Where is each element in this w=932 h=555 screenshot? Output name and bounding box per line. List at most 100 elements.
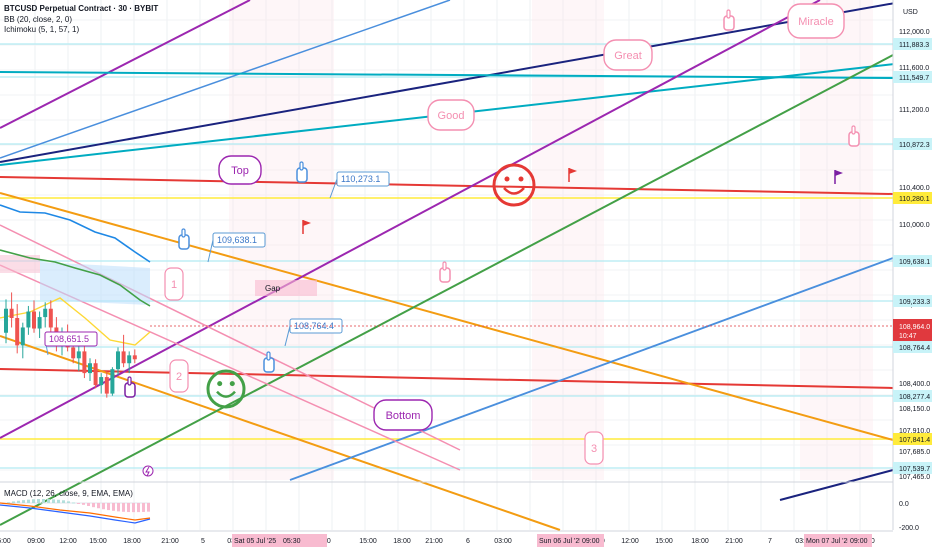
price-level-tag-bg[interactable] [893,341,932,353]
green-trendline[interactable] [0,54,894,526]
candle-body[interactable] [82,351,87,374]
price-level-tag-bg[interactable] [893,38,932,50]
smiley-red-icon[interactable] [492,163,536,207]
candle-body[interactable] [88,363,92,374]
bubble-miracle[interactable] [787,3,845,39]
price-level-tag-111,549.7: 111,549.7 [899,75,929,82]
navy-trendline-lower[interactable] [779,469,894,501]
candle-body[interactable] [121,351,126,364]
smiley-green-icon[interactable] [206,369,246,409]
candle-body[interactable] [37,317,42,329]
callout-pointer [207,239,214,263]
bubble-great[interactable] [603,39,653,71]
candle-body[interactable] [93,363,98,386]
price-tick-107,465.0: 107,465.0 [899,474,930,481]
wave-tag-2[interactable] [169,359,189,393]
session-label-bg[interactable] [848,534,872,547]
price-level-tag-bg[interactable] [893,255,932,267]
candle-body[interactable] [110,369,115,394]
price-level-tag-bg[interactable] [893,295,932,307]
candle-body[interactable] [127,355,132,364]
candle-body[interactable] [116,351,120,370]
price-axis[interactable] [893,0,932,550]
price-level-tag-bg[interactable] [893,462,932,474]
purple-trendline[interactable] [0,0,251,129]
macd-histogram-bar [77,503,80,504]
price-tick-107,685.0: 107,685.0 [899,449,930,456]
pointing-hand-icon [181,228,186,238]
price-level-tag-108,764.4: 108,764.4 [899,345,930,352]
price-level-tag-bg[interactable] [893,192,932,204]
smiley-red-icon-mouth [503,187,525,195]
lightning-icon[interactable] [142,465,154,477]
candle-body[interactable] [4,308,8,333]
session-label-bg[interactable] [281,534,327,547]
bubble-good[interactable] [427,99,475,131]
session-label-bg[interactable] [232,534,286,547]
session-label-bg[interactable] [804,534,854,547]
pointing-hand-icon [127,376,132,386]
macd-indicator-label[interactable]: MACD (12, 26, close, 9, EMA, EMA) [4,489,133,498]
current-price-tag[interactable] [893,319,932,341]
bubble-text-great: Great [614,50,642,62]
price-level-tag-bg[interactable] [893,71,932,83]
macd-histogram-bar [122,503,125,512]
teal-flat-trendline[interactable] [0,71,894,79]
callout-box[interactable] [44,331,98,347]
pointing-hand-icon [299,161,304,171]
price-level-tag-bg[interactable] [893,390,932,402]
price-level-tag-109,233.3: 109,233.3 [899,299,930,306]
candle-body[interactable] [71,347,76,359]
blue-trendline-lower[interactable] [289,257,894,481]
callout-box[interactable] [336,171,390,187]
session-label-bg[interactable] [580,534,604,547]
macd-histogram-bar [32,499,35,503]
bb-indicator-label[interactable]: BB (20, close, 2, 0) [4,14,73,24]
candle-body[interactable] [43,308,48,318]
session-label-2: Sun 06 Jul '25 [539,538,583,545]
navy-trendline[interactable] [0,0,913,163]
price-level-tag-bg[interactable] [893,138,932,150]
candle-body[interactable] [20,327,25,346]
symbol-title[interactable]: BTCUSD Perpetual Contract · 30 · BYBIT [4,4,159,13]
price-level-tag-bg[interactable] [893,433,932,445]
candle-body[interactable] [15,318,20,346]
wave-tag-label-3: 3 [591,443,597,455]
wave-tag-3[interactable] [584,431,604,465]
macd-histogram-bar [107,503,110,511]
lightning-icon [145,466,150,477]
session-label-5: 09:00 [850,538,868,545]
ichimoku-indicator-label[interactable]: Ichimoku (5, 1, 57, 1) [4,25,80,34]
blue-trendline[interactable] [0,0,451,159]
time-tick-1: 09:00 [27,538,45,545]
red-trendline-lower[interactable] [0,368,894,389]
wave-tag-1[interactable] [164,267,184,301]
candle-body[interactable] [26,311,31,328]
orange-trendline-lower[interactable] [0,335,561,531]
macd-histogram-bar [117,503,120,512]
candle-body[interactable] [99,377,104,386]
callout-box[interactable] [212,232,266,248]
bubble-top[interactable] [218,155,262,185]
candle-body[interactable] [104,377,109,394]
bubble-bottom[interactable] [373,399,433,431]
flag-icon [835,170,843,176]
red-trendline-upper[interactable] [0,176,894,195]
time-tick-19: 7 [768,538,772,545]
candle-body[interactable] [76,351,81,359]
time-axis[interactable] [0,531,893,550]
candle-body[interactable] [9,308,14,319]
macd-histogram-bar [142,503,145,512]
candle-body[interactable] [32,311,36,329]
price-tick-107,910.0: 107,910.0 [899,428,930,435]
candle-body[interactable] [48,308,53,328]
purple-trendline-main[interactable] [0,0,821,439]
candle-body[interactable] [132,355,137,360]
wave-tag-label-2: 2 [176,371,182,383]
orange-trendline-upper[interactable] [0,192,894,441]
price-level-tag-107,539.7: 107,539.7 [899,466,930,473]
macd-tick-neg200: -200.0 [899,525,919,532]
